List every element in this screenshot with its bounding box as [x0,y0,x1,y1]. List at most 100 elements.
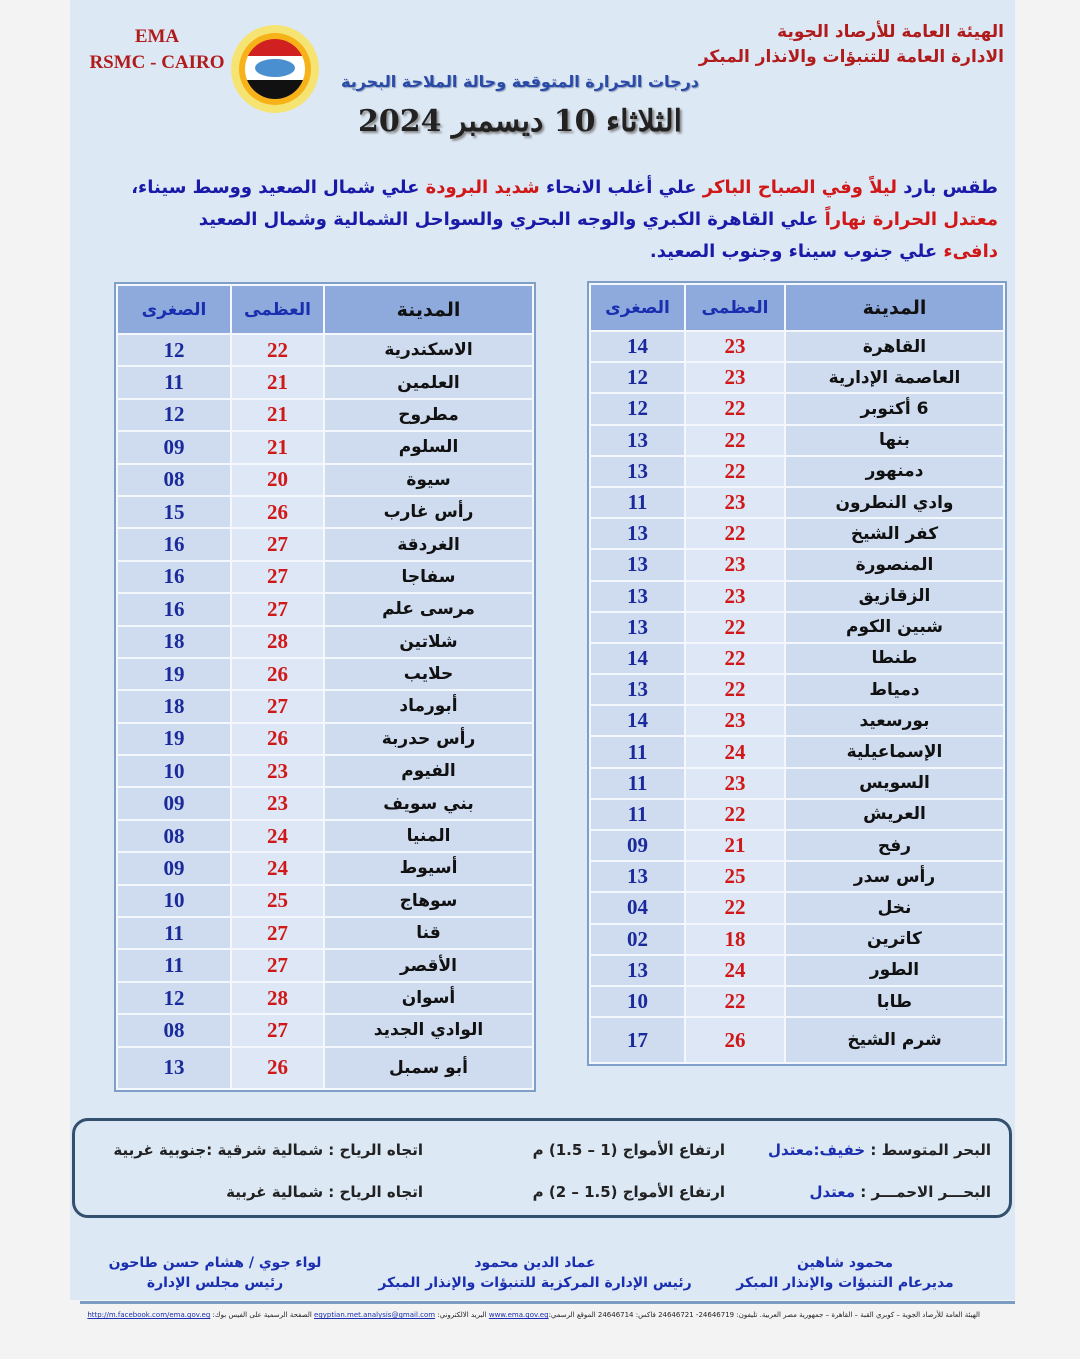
city-name: حلايب [323,656,534,692]
max-temp: 24 [684,735,786,769]
min-temp: 18 [116,689,232,724]
table-row: الغردقة 27 16 [116,527,534,562]
ema-text: EMA [134,26,180,47]
header-max: العظمى [230,284,325,335]
signature: لواء جوي / هشام حسن طاحون رئيس مجلس الإدا… [100,1253,330,1293]
table-row: طنطا 22 14 [589,641,1005,676]
signer-name: لواء جوي / هشام حسن طاحون [108,1255,322,1271]
table-row: العلمين 21 11 [116,365,534,400]
max-temp: 27 [230,592,325,627]
summary-segment: شديد البرودة [425,177,540,198]
max-temp: 25 [684,860,786,894]
table-row: الإسماعيلية 24 11 [589,735,1005,769]
med-wind: اتجاه الرياح : شمالية شرقية :جنوبية غربي… [113,1141,423,1159]
table-row: الوادي الجديد 27 08 [116,1013,534,1048]
min-temp: 10 [116,754,232,789]
table-row: مرسى علم 27 16 [116,592,534,627]
min-temp: 09 [116,786,232,821]
min-temp: 08 [116,462,232,497]
summary-segment: علي أغلب الانحاء [539,177,703,198]
med-waves: ارتفاع الأمواج (1 – 1.5) م [532,1141,725,1159]
max-temp: 22 [684,517,786,551]
org-name: الهيئة العامة للأرصاد الجوية [777,22,1004,42]
max-temp: 26 [230,721,325,757]
city-name: المنيا [323,818,534,854]
max-temp: 27 [230,1013,325,1048]
min-temp: 13 [589,860,686,894]
city-name: دمنهور [784,454,1005,488]
signer-title: رئيس مجلس الإدارة [146,1275,284,1291]
min-temp: 13 [589,517,686,551]
city-name: طنطا [784,641,1005,676]
city-name: قنا [323,916,534,951]
red-waves: ارتفاع الأمواج (1.5 – 2) م [532,1183,725,1201]
table-row: رفح 21 09 [589,828,1005,863]
max-temp: 23 [684,704,786,738]
min-temp: 19 [116,656,232,692]
city-name: العاصمة الإدارية [784,361,1005,395]
table-row: أسوان 28 12 [116,980,534,1016]
max-temp: 22 [684,423,786,457]
table-row: أسيوط 24 09 [116,851,534,886]
table-row: قنا 27 11 [116,916,534,951]
signer-title: مديرعام التنبؤات والإنذار المبكر [736,1275,954,1291]
min-temp: 14 [589,329,686,364]
max-temp: 26 [230,494,325,530]
max-temp: 23 [684,361,786,395]
med-sea-state: البحر المتوسط : خفيف:معتدل [768,1141,991,1159]
min-temp: 09 [589,828,686,863]
max-temp: 22 [684,392,786,426]
min-temp: 10 [116,883,232,919]
table-row: الزقازيق 23 13 [589,579,1005,613]
max-temp: 22 [684,610,786,644]
forecast-date: الثلاثاء 10 ديسمبر 2024 [357,104,683,139]
max-temp: 22 [684,673,786,707]
ema-label: EMA RSMC - CAIRO [82,24,232,76]
min-temp: 15 [116,494,232,530]
table-row: دمنهور 22 13 [589,454,1005,488]
city-name: مطروح [323,397,534,433]
temperature-table-right: المدينة العظمى الصغرى القاهرة 23 14 العاصمة… [587,280,1007,1067]
city-name: أبورماد [323,689,534,724]
city-name: شبين الكوم [784,610,1005,644]
city-name: الغردقة [323,527,534,562]
table-row: السلوم 21 09 [116,430,534,465]
red-wind: اتجاه الرياح : شمالية غربية [226,1183,423,1201]
table-row: رأس حدربة 26 19 [116,721,534,757]
table-row: بنها 22 13 [589,423,1005,457]
min-temp: 08 [116,818,232,854]
city-name: سوهاج [323,883,534,919]
city-name: شرم الشيخ [784,1016,1005,1065]
min-temp: 13 [589,953,686,987]
table-row: أبو سمبل 26 13 [116,1045,534,1090]
table-row: بورسعيد 23 14 [589,704,1005,738]
facebook-link[interactable]: http://m.facebook.com/ema.gov.eg [87,1311,211,1319]
table-row: كاترين 18 02 [589,922,1005,956]
signer-name: محمود شاهين [796,1255,894,1271]
table-row: أبورماد 27 18 [116,689,534,724]
min-temp: 13 [116,1045,232,1090]
max-temp: 26 [230,1045,325,1090]
min-temp: 14 [589,704,686,738]
city-name: بني سويف [323,786,534,821]
summary-line: معتدل الحرارة نهاراً علي القاهرة الكبري … [98,204,998,236]
min-temp: 11 [589,735,686,769]
summary-segment: طقس بارد [896,177,998,198]
max-temp: 26 [684,1016,786,1065]
website-link[interactable]: www.ema.gov.eg [488,1311,549,1319]
city-name: وادي النطرون [784,485,1005,520]
city-name: كفر الشيخ [784,517,1005,551]
min-temp: 08 [116,1013,232,1048]
min-temp: 10 [589,984,686,1019]
department-name: الادارة العامة للتنبؤات والانذار المبكر [698,47,1004,67]
email-link[interactable]: egyptian.met.analysis@gmail.com [314,1311,436,1319]
min-temp: 13 [589,548,686,582]
table-row: السويس 23 11 [589,766,1005,800]
city-name: شلاتين [323,624,534,659]
max-temp: 23 [684,485,786,520]
min-temp: 09 [116,851,232,886]
min-temp: 18 [116,624,232,659]
footer: الهيئة العامة للأرصاد الجوية – كوبري الق… [87,1311,980,1319]
max-temp: 28 [230,624,325,659]
min-temp: 19 [116,721,232,757]
